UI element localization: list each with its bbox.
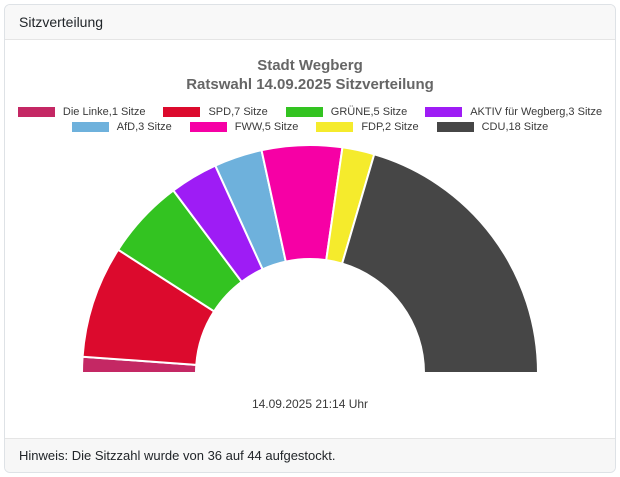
legend-swatch-die-linke xyxy=(17,107,55,117)
card-header: Sitzverteilung xyxy=(5,5,615,40)
donut-segment-cdu[interactable] xyxy=(340,152,540,374)
card-header-title: Sitzverteilung xyxy=(19,14,104,30)
legend-item-fdp[interactable]: FDP,2 Sitze xyxy=(316,121,419,133)
legend-label: SPD,7 Sitze xyxy=(208,106,268,118)
legend-label: CDU,18 Sitze xyxy=(481,121,549,133)
legend-item-afd[interactable]: AfD,3 Sitze xyxy=(71,121,172,133)
legend-label: AKTIV für Wegberg,3 Sitze xyxy=(470,106,603,118)
legend-item-aktiv-fur-wegberg[interactable]: AKTIV für Wegberg,3 Sitze xyxy=(425,106,602,118)
legend-item-cdu[interactable]: CDU,18 Sitze xyxy=(436,121,549,133)
legend-row: AfD,3 Sitze FWW,5 Sitze FDP,2 Sitze CDU,18 … xyxy=(5,121,615,133)
legend-swatch-cdu xyxy=(436,122,474,132)
legend-label: GRÜNE,5 Sitze xyxy=(330,106,408,118)
chart-panel: Stadt Wegberg Ratswahl 14.09.2025 Sitzve… xyxy=(5,40,615,438)
legend-label: FDP,2 Sitze xyxy=(361,121,419,133)
card-footer: Hinweis: Die Sitzzahl wurde von 36 auf 4… xyxy=(5,438,615,472)
legend-swatch-grune xyxy=(285,107,323,117)
legend-label: FWW,5 Sitze xyxy=(234,121,299,133)
seat-donut-chart xyxy=(80,144,540,374)
legend-item-spd[interactable]: SPD,7 Sitze xyxy=(163,106,268,118)
legend-swatch-aktiv-fur-wegberg xyxy=(425,107,463,117)
legend-swatch-fww xyxy=(189,122,227,132)
legend-row: Die Linke,1 Sitze SPD,7 Sitze GRÜNE,5 Sitz… xyxy=(5,106,615,118)
legend-item-fww[interactable]: FWW,5 Sitze xyxy=(189,121,299,133)
legend-item-die-linke[interactable]: Die Linke,1 Sitze xyxy=(17,106,146,118)
footer-note: Hinweis: Die Sitzzahl wurde von 36 auf 4… xyxy=(19,448,336,463)
chart-title: Stadt Wegberg xyxy=(257,57,363,74)
legend-item-grune[interactable]: GRÜNE,5 Sitze xyxy=(285,106,408,118)
chart-timestamp: 14.09.2025 21:14 Uhr xyxy=(251,397,369,411)
legend-swatch-fdp xyxy=(316,122,354,132)
seat-distribution-card: Sitzverteilung Stadt Wegberg Ratswahl 14… xyxy=(4,4,616,473)
chart-subtitle: Ratswahl 14.09.2025 Sitzverteilung xyxy=(186,76,434,93)
chart-legend: Die Linke,1 Sitze SPD,7 Sitze GRÜNE,5 Sitz… xyxy=(5,106,615,133)
legend-swatch-afd xyxy=(71,122,109,132)
legend-label: Die Linke,1 Sitze xyxy=(62,106,146,118)
legend-label: AfD,3 Sitze xyxy=(116,121,172,133)
legend-swatch-spd xyxy=(163,107,201,117)
